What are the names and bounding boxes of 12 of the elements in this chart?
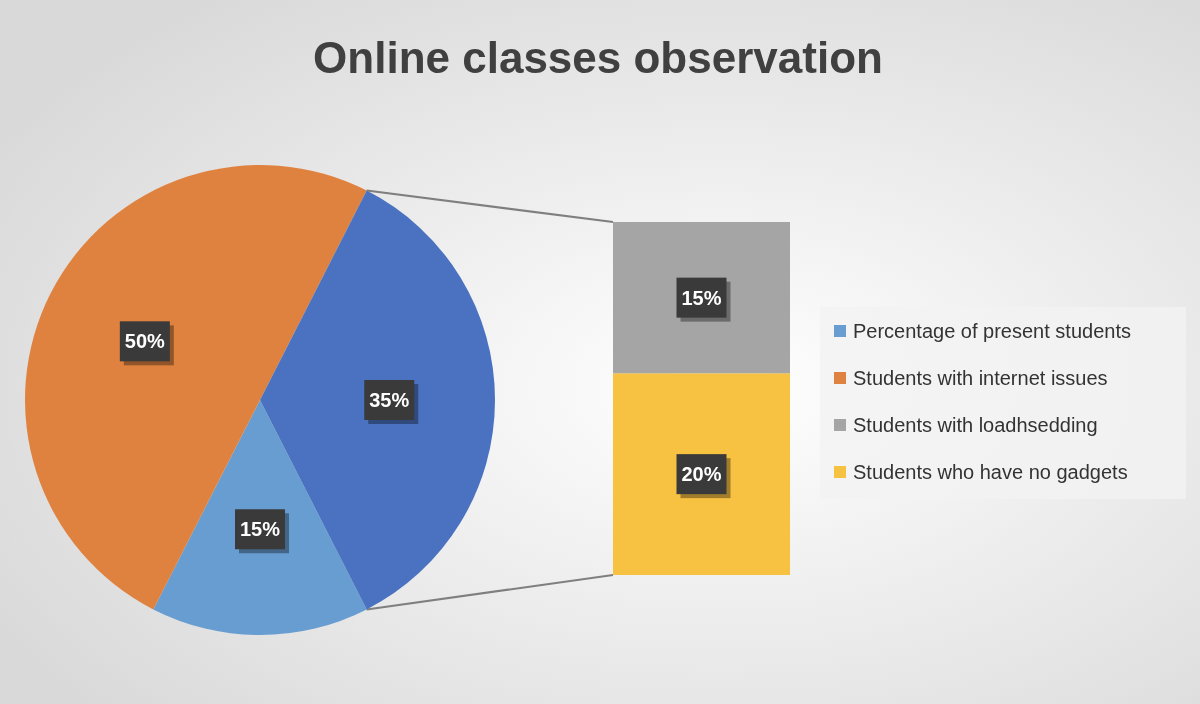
data-label: 20% (681, 463, 722, 486)
legend-label: Students with internet issues (853, 367, 1108, 389)
legend-label: Students with loadhsedding (853, 414, 1098, 436)
data-label: 35% (369, 389, 410, 411)
pie-slice (25, 165, 367, 610)
legend-label: Percentage of present students (853, 320, 1131, 342)
data-label: 15% (239, 518, 281, 541)
data-label: 15% (681, 286, 722, 309)
chart-title: Online classes observation (313, 33, 883, 82)
legend-label: Students who have no gadgets (853, 461, 1128, 483)
data-label: 50% (124, 330, 166, 353)
pie-slice (153, 400, 367, 635)
